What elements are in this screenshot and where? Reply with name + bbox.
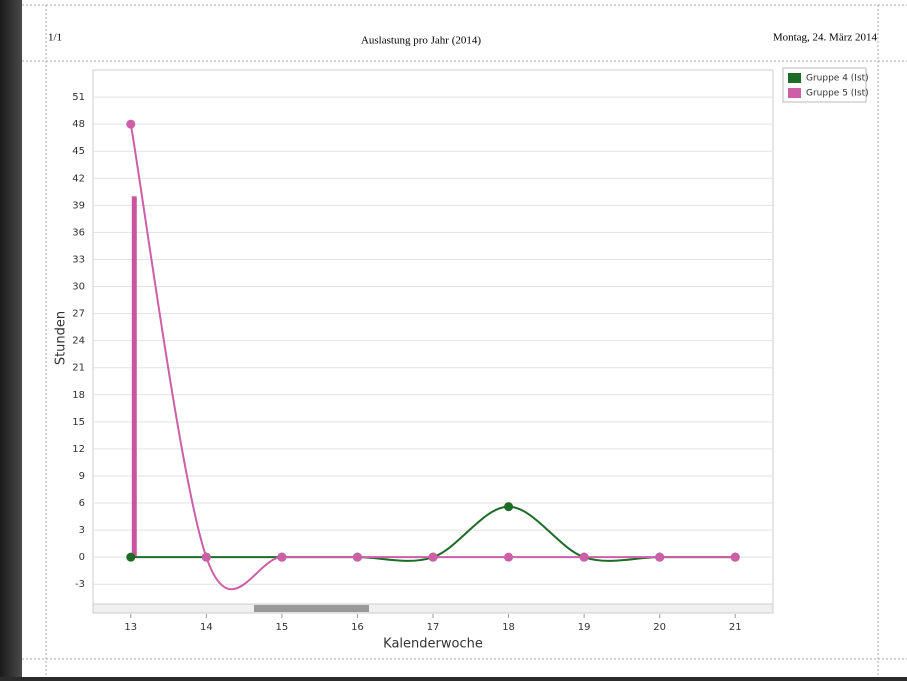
x-tick-label: 14 <box>200 622 213 633</box>
legend-swatch <box>788 73 801 83</box>
x-tick-label: 16 <box>351 622 364 633</box>
side-frame <box>0 0 22 677</box>
legend-label: Gruppe 5 (Ist) <box>806 89 869 99</box>
data-point <box>126 119 136 129</box>
y-tick-label: 48 <box>72 119 85 130</box>
y-tick-label: 45 <box>72 146 85 157</box>
data-point <box>126 552 136 562</box>
data-point <box>504 502 514 512</box>
data-point <box>730 552 740 562</box>
y-axis-label: Stunden <box>54 311 69 365</box>
data-point <box>428 552 438 562</box>
y-tick-label: 6 <box>79 498 85 509</box>
y-tick-label: 51 <box>72 92 85 103</box>
plot-marks <box>126 119 740 591</box>
y-tick-label: 3 <box>79 525 85 536</box>
y-tick-label: 27 <box>72 309 85 320</box>
data-point <box>504 552 514 562</box>
x-tick-label: 15 <box>276 622 289 633</box>
y-tick-label: 30 <box>72 282 85 293</box>
page-number: 1/1 <box>48 32 62 44</box>
bar <box>131 196 137 558</box>
y-tick-label: 42 <box>72 173 85 184</box>
y-tick-label: 12 <box>72 444 85 455</box>
y-tick-label: 18 <box>72 390 85 401</box>
y-tick-label: 39 <box>72 200 85 211</box>
x-tick-label: 13 <box>124 622 137 633</box>
y-tick-label: 15 <box>72 417 85 428</box>
plot-area <box>92 69 774 606</box>
x-tick-label: 21 <box>729 622 742 633</box>
data-point <box>277 552 287 562</box>
series-line <box>129 123 736 591</box>
report-date: Montag, 24. März 2014 <box>773 32 878 44</box>
data-point <box>579 552 589 562</box>
x-tick-label: 20 <box>653 622 666 633</box>
legend-label: Gruppe 4 (Ist) <box>806 74 869 84</box>
legend-swatch <box>788 88 801 98</box>
y-tick-label: -3 <box>75 579 85 590</box>
scrollbar-thumb[interactable] <box>254 605 369 612</box>
scrollbar[interactable] <box>92 603 774 614</box>
y-tick-label: 33 <box>72 254 85 265</box>
y-tick-label: 0 <box>79 552 85 563</box>
y-tick-label: 9 <box>79 471 85 482</box>
series-line <box>130 505 736 562</box>
data-point <box>201 552 211 562</box>
y-tick-label: 36 <box>72 227 85 238</box>
x-axis-label: Kalenderwoche <box>383 637 483 652</box>
y-tick-label: 21 <box>72 363 85 374</box>
data-point <box>352 552 362 562</box>
report-title: Auslastung pro Jahr (2014) <box>361 35 481 47</box>
x-tick-label: 18 <box>502 622 515 633</box>
data-point <box>655 552 665 562</box>
x-tick-label: 19 <box>578 622 591 633</box>
page-guides <box>22 4 907 677</box>
y-tick-label: 24 <box>72 336 85 347</box>
x-tick-label: 17 <box>427 622 440 633</box>
